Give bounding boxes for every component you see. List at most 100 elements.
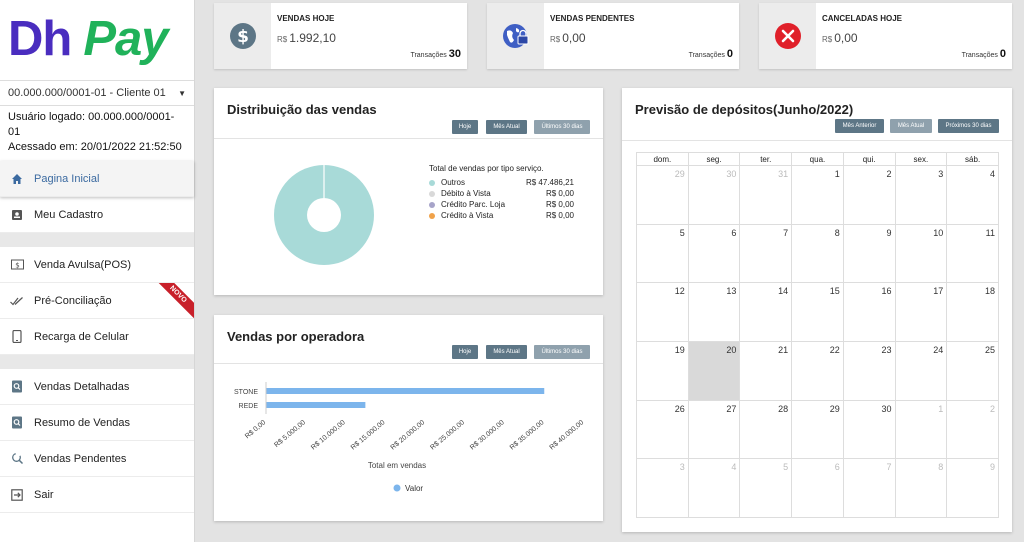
stat-transactions: Transações 0 <box>962 48 1006 60</box>
legend-item[interactable]: Crédito à Vista R$ 0,00 <box>429 210 574 221</box>
calendar-day[interactable]: 30 <box>842 399 896 460</box>
calendar-day[interactable]: 1 <box>894 399 948 460</box>
legend-value: R$ 47.486,21 <box>525 178 574 187</box>
operators-panel: Vendas por operadora Hoje Mês Atual Últi… <box>214 315 603 521</box>
filter-today-button[interactable]: Hoje <box>452 120 478 134</box>
calendar-day[interactable]: 2 <box>842 165 896 225</box>
dollar-circle-icon: $ <box>229 23 256 49</box>
stat-card-sales-today: $ VENDAS HOJE R$ 1.992,10 Transações 30 <box>214 3 467 69</box>
calendar-day[interactable]: 29 <box>791 399 844 460</box>
calendar-day[interactable]: 5 <box>636 223 689 284</box>
calendar-day[interactable]: 9 <box>946 458 999 519</box>
calendar-day[interactable]: 16 <box>842 282 896 343</box>
filter-today-button[interactable]: Hoje <box>452 345 478 359</box>
legend-label: Crédito à Vista <box>441 211 494 220</box>
menu-label-sales-summary: Resumo de Vendas <box>34 416 131 429</box>
stat-title: VENDAS PENDENTES <box>550 14 635 23</box>
stat-trans-count: 0 <box>999 48 1006 60</box>
menu-item-preconciliation[interactable]: Pré-Conciliação NOVO <box>0 283 194 319</box>
menu-item-recharge[interactable]: Recarga de Celular <box>0 319 194 355</box>
weekday-header: seg. <box>687 152 741 166</box>
money-icon: $ <box>10 258 24 272</box>
mobile-phone-icon <box>10 330 24 344</box>
menu-item-sales-summary[interactable]: Resumo de Vendas <box>0 405 194 441</box>
calendar-day[interactable]: 25 <box>946 341 999 401</box>
calendar-day[interactable]: 12 <box>636 282 689 343</box>
legend-label: Débito à Vista <box>441 189 491 198</box>
filter-last30-button[interactable]: Últimos 30 dias <box>534 345 590 359</box>
id-card-icon <box>10 208 24 222</box>
x-tick-label: R$ 0,00 <box>244 419 267 440</box>
legend-item[interactable]: Crédito Parc. Loja R$ 0,00 <box>429 199 574 210</box>
calendar-day[interactable]: 31 <box>739 165 793 225</box>
current-month-button[interactable]: Mês Atual <box>890 119 932 133</box>
calendar-day[interactable]: 9 <box>842 223 896 284</box>
menu-item-pending-sales[interactable]: Vendas Pendentes <box>0 441 194 477</box>
calendar-day[interactable]: 14 <box>739 282 793 343</box>
legend-marker <box>429 212 435 219</box>
calendar-day[interactable]: 3 <box>894 165 948 225</box>
menu-label-register: Meu Cadastro <box>34 208 104 221</box>
client-select-value: 00.000.000/0001-01 - Cliente 01 <box>8 87 166 99</box>
calendar-day[interactable]: 11 <box>946 223 999 284</box>
x-tick-label: R$ 40.000,00 <box>549 419 586 451</box>
calendar-day[interactable]: 6 <box>687 223 741 284</box>
client-select[interactable]: 00.000.000/0001-01 - Cliente 01 ▼ <box>0 80 194 106</box>
filter-last30-button[interactable]: Últimos 30 dias <box>534 120 590 134</box>
calendar-day[interactable]: 13 <box>687 282 741 343</box>
calendar-day[interactable]: 18 <box>946 282 999 343</box>
calendar-day[interactable]: 28 <box>739 399 793 460</box>
stat-value: R$ 0,00 <box>822 31 1005 45</box>
menu-item-exit[interactable]: Sair <box>0 477 194 513</box>
x-axis-label: Total em vendas <box>368 461 426 470</box>
filter-month-button[interactable]: Mês Atual <box>486 345 527 359</box>
calendar-day[interactable]: 29 <box>636 165 689 225</box>
calendar-day[interactable]: 23 <box>842 341 896 401</box>
calendar-day[interactable]: 5 <box>739 458 793 519</box>
calendar-day[interactable]: 24 <box>894 341 948 401</box>
calendar-day[interactable]: 1 <box>791 165 844 225</box>
calendar-day[interactable]: 30 <box>687 165 741 225</box>
filter-month-button[interactable]: Mês Atual <box>486 120 527 134</box>
deposits-title: Previsão de depósitos(Junho/2022) <box>635 102 854 117</box>
calendar-day[interactable]: 7 <box>842 458 896 519</box>
stat-title: CANCELADAS HOJE <box>822 14 903 23</box>
calendar-day[interactable]: 27 <box>687 399 741 460</box>
calendar-day[interactable]: 19 <box>636 341 689 401</box>
legend-item[interactable]: Outros R$ 47.486,21 <box>429 177 574 188</box>
legend-item[interactable]: Débito à Vista R$ 0,00 <box>429 188 574 199</box>
search-refresh-icon <box>10 452 24 466</box>
calendar-day[interactable]: 4 <box>946 165 999 225</box>
calendar-day[interactable]: 8 <box>791 223 844 284</box>
legend-label-valor[interactable]: Valor <box>405 484 423 493</box>
calendar-day[interactable]: 26 <box>636 399 689 460</box>
bar-rede[interactable] <box>266 402 366 408</box>
menu-item-pos[interactable]: $ Venda Avulsa(POS) <box>0 247 194 283</box>
calendar-day[interactable]: 22 <box>791 341 844 401</box>
prev-month-button[interactable]: Mês Anterior <box>835 119 884 133</box>
menu-item-register[interactable]: Meu Cadastro <box>0 197 194 233</box>
calendar-day[interactable]: 10 <box>894 223 948 284</box>
calendar-day[interactable]: 8 <box>894 458 948 519</box>
calendar-day[interactable]: 2 <box>946 399 999 460</box>
menu-item-home[interactable]: Pagina Inicial <box>0 161 194 197</box>
x-tick-label: R$ 35.000,00 <box>509 419 546 451</box>
calendar-day[interactable]: 17 <box>894 282 948 343</box>
calendar-day[interactable]: 6 <box>791 458 844 519</box>
deposits-calendar: dom. seg. ter. qua. qui. sex. sáb. 29 30 31 1 2 3 4 5… <box>636 152 999 519</box>
menu-label-exit: Sair <box>34 488 54 501</box>
menu-item-detailed-sales[interactable]: Vendas Detalhadas <box>0 369 194 405</box>
bar-stone[interactable] <box>266 388 545 394</box>
calendar-day[interactable]: 4 <box>687 458 741 519</box>
calendar-day-today[interactable]: 20 <box>687 341 741 401</box>
calendar-day[interactable]: 7 <box>739 223 793 284</box>
new-badge: NOVO <box>152 283 194 318</box>
calendar-day[interactable]: 3 <box>636 458 689 519</box>
calendar-day[interactable]: 15 <box>791 282 844 343</box>
menu-separator <box>0 233 194 247</box>
calendar-day[interactable]: 21 <box>739 341 793 401</box>
next-30-days-button[interactable]: Próximos 30 dias <box>938 119 999 133</box>
stat-amount: 0,00 <box>562 31 586 45</box>
distribution-legend: Total de vendas por tipo serviço. Outros… <box>429 164 574 221</box>
